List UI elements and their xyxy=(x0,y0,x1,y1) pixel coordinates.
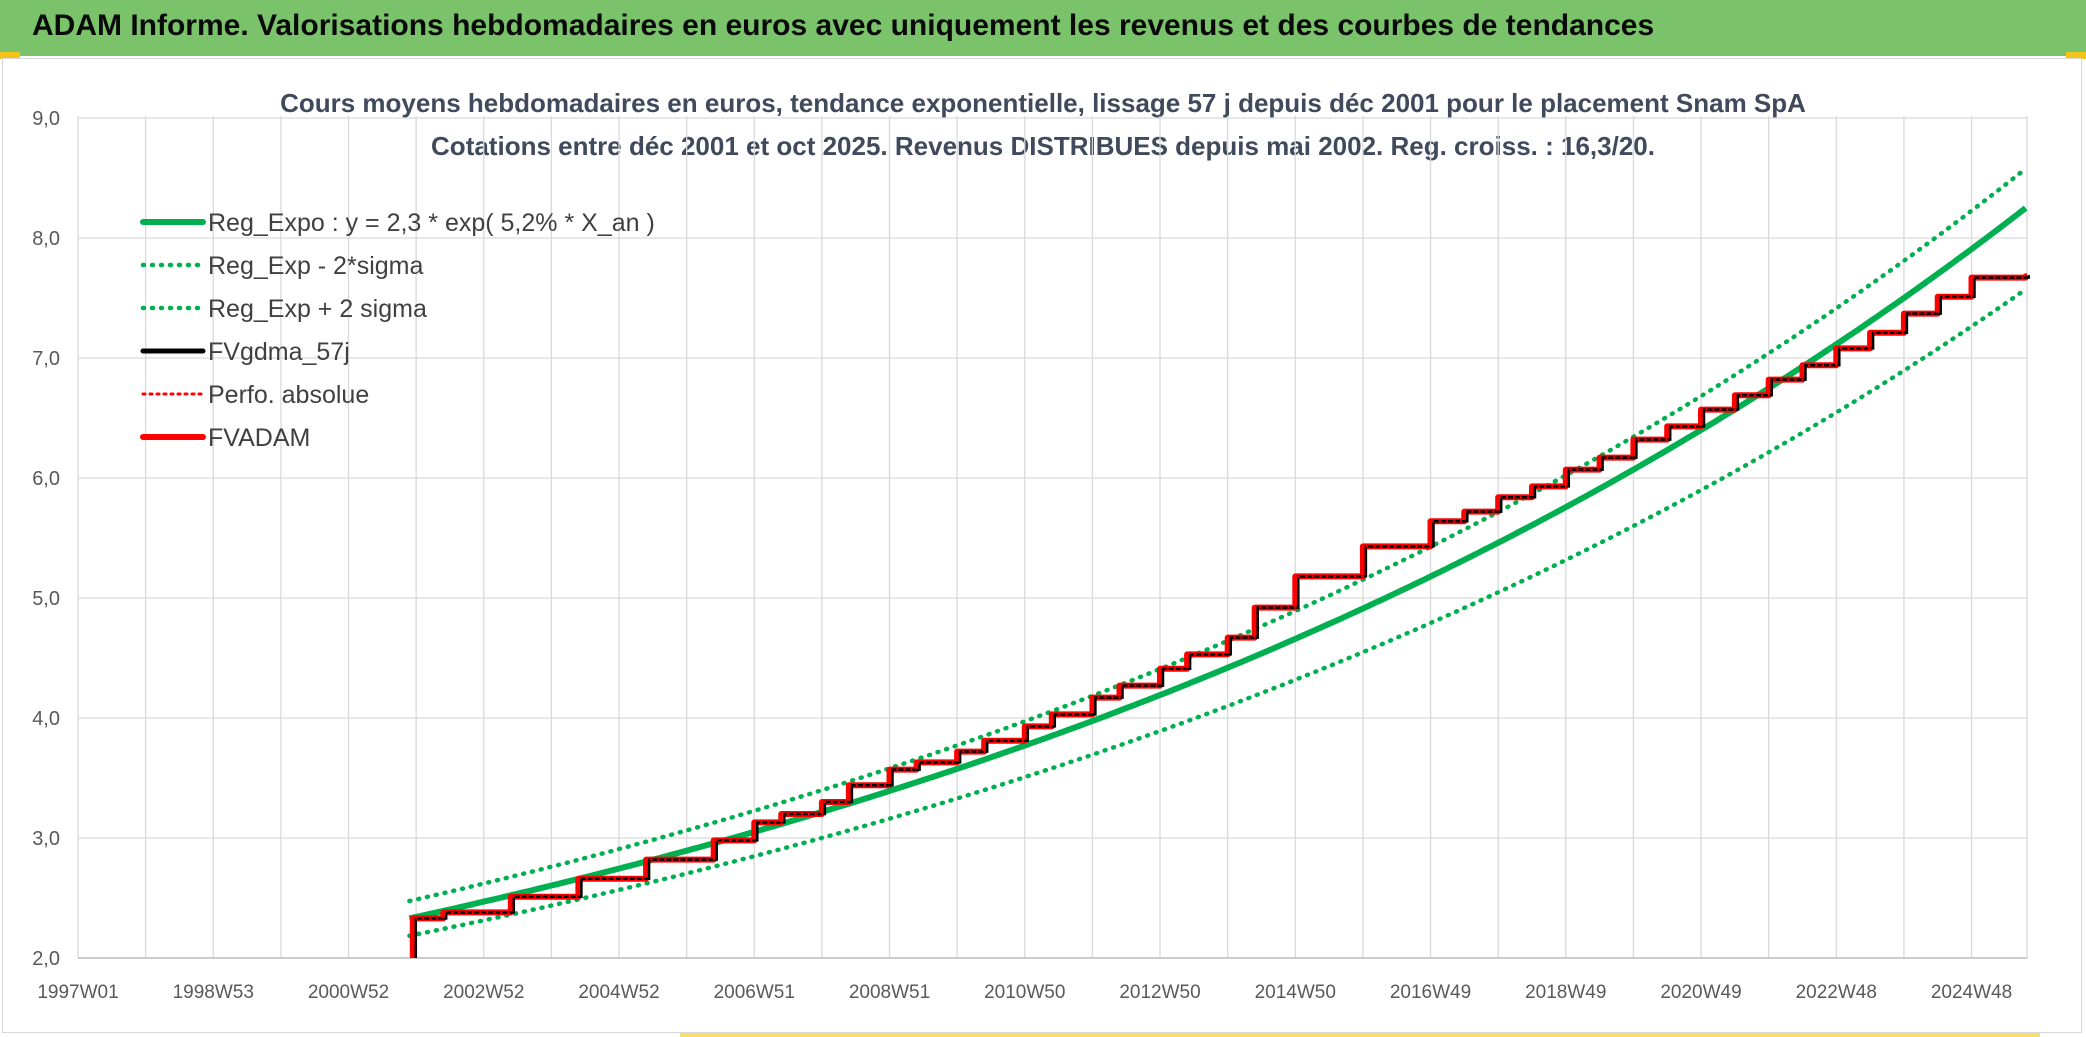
x-tick-label: 2014W50 xyxy=(1255,982,1336,1003)
corner-mark-left xyxy=(0,52,20,59)
legend-item-reg-exp-plus: Reg_Exp + 2 sigma xyxy=(140,295,427,323)
y-tick-label: 9,0 xyxy=(32,108,60,130)
legend-label: Perfo. absolue xyxy=(208,381,369,409)
x-tick-label: 2004W52 xyxy=(578,982,659,1003)
y-tick-label: 5,0 xyxy=(32,588,60,610)
x-tick-label: 2002W52 xyxy=(443,982,524,1003)
legend-item-reg-exp-minus: Reg_Exp - 2*sigma xyxy=(140,252,423,280)
legend-item-reg-expo: Reg_Expo : y = 2,3 * exp( 5,2% * X_an ) xyxy=(140,209,655,237)
series-reg-exp-minus-2sigma xyxy=(407,287,2028,939)
x-tick-label: 2012W50 xyxy=(1119,982,1200,1003)
corner-mark-bottom xyxy=(680,1032,2040,1037)
legend-label: FVgdma_57j xyxy=(208,338,350,366)
series-reg-exp-plus-2sigma xyxy=(407,166,2028,904)
y-tick-label: 3,0 xyxy=(32,828,60,850)
y-tick-label: 6,0 xyxy=(32,468,60,490)
y-tick-label: 7,0 xyxy=(32,348,60,370)
y-tick-label: 8,0 xyxy=(32,228,60,250)
legend-label: Reg_Exp - 2*sigma xyxy=(208,252,423,280)
x-tick-label: 2018W49 xyxy=(1525,982,1606,1003)
corner-mark-right xyxy=(2066,52,2086,59)
x-tick-label: 2006W51 xyxy=(714,982,795,1003)
legend-label: Reg_Expo : y = 2,3 * exp( 5,2% * X_an ) xyxy=(208,209,655,237)
legend-item-fvgdma: FVgdma_57j xyxy=(140,338,350,366)
x-tick-label: 1998W53 xyxy=(173,982,254,1003)
y-tick-label: 4,0 xyxy=(32,708,60,730)
x-tick-label: 2022W48 xyxy=(1796,982,1877,1003)
legend-label: FVADAM xyxy=(208,424,310,452)
page-title: ADAM Informe. Valorisations hebdomadaire… xyxy=(32,9,1655,42)
legend-label: Reg_Exp + 2 sigma xyxy=(208,295,427,323)
y-tick-label: 2,0 xyxy=(32,948,60,970)
series-reg-expo xyxy=(408,205,2028,922)
chart-subtitle: Cotations entre déc 2001 et oct 2025. Re… xyxy=(431,131,1655,161)
legend-item-perfo: Perfo. absolue xyxy=(141,381,369,409)
x-tick-label: 1997W01 xyxy=(37,982,118,1003)
legend-item-fvadam: FVADAM xyxy=(140,424,310,452)
x-tick-label: 2016W49 xyxy=(1390,982,1471,1003)
series-perfo-absolue xyxy=(411,275,2027,958)
x-tick-label: 2024W48 xyxy=(1931,982,2012,1003)
x-tick-label: 2010W50 xyxy=(984,982,1065,1003)
x-tick-label: 2000W52 xyxy=(308,982,389,1003)
x-tick-label: 2020W49 xyxy=(1660,982,1741,1003)
title-banner: ADAM Informe. Valorisations hebdomadaire… xyxy=(0,0,2086,56)
chart-title: Cours moyens hebdomadaires en euros, ten… xyxy=(280,88,1806,118)
series-fvgdma-57j xyxy=(414,275,2030,958)
x-tick-label: 2008W51 xyxy=(849,982,930,1003)
